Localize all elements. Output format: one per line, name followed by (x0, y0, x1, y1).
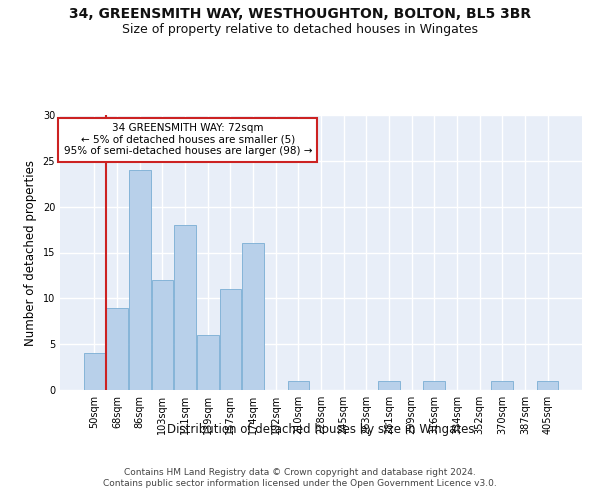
Bar (242, 244, 264, 390)
Bar (129, 170, 151, 390)
Bar (197, 335, 218, 390)
Bar (491, 381, 513, 390)
Bar (537, 381, 558, 390)
Y-axis label: Number of detached properties: Number of detached properties (24, 160, 37, 346)
Text: Size of property relative to detached houses in Wingates: Size of property relative to detached ho… (122, 22, 478, 36)
Bar (106, 308, 128, 390)
Bar (84, 354, 105, 390)
Bar (287, 381, 309, 390)
Bar (424, 381, 445, 390)
Text: Distribution of detached houses by size in Wingates: Distribution of detached houses by size … (167, 422, 475, 436)
Bar (175, 225, 196, 390)
Bar (220, 289, 241, 390)
Text: 34 GREENSMITH WAY: 72sqm
← 5% of detached houses are smaller (5)
95% of semi-det: 34 GREENSMITH WAY: 72sqm ← 5% of detache… (64, 123, 312, 156)
Bar (152, 280, 173, 390)
Text: Contains HM Land Registry data © Crown copyright and database right 2024.
Contai: Contains HM Land Registry data © Crown c… (103, 468, 497, 487)
Bar (378, 381, 400, 390)
Text: 34, GREENSMITH WAY, WESTHOUGHTON, BOLTON, BL5 3BR: 34, GREENSMITH WAY, WESTHOUGHTON, BOLTON… (69, 8, 531, 22)
